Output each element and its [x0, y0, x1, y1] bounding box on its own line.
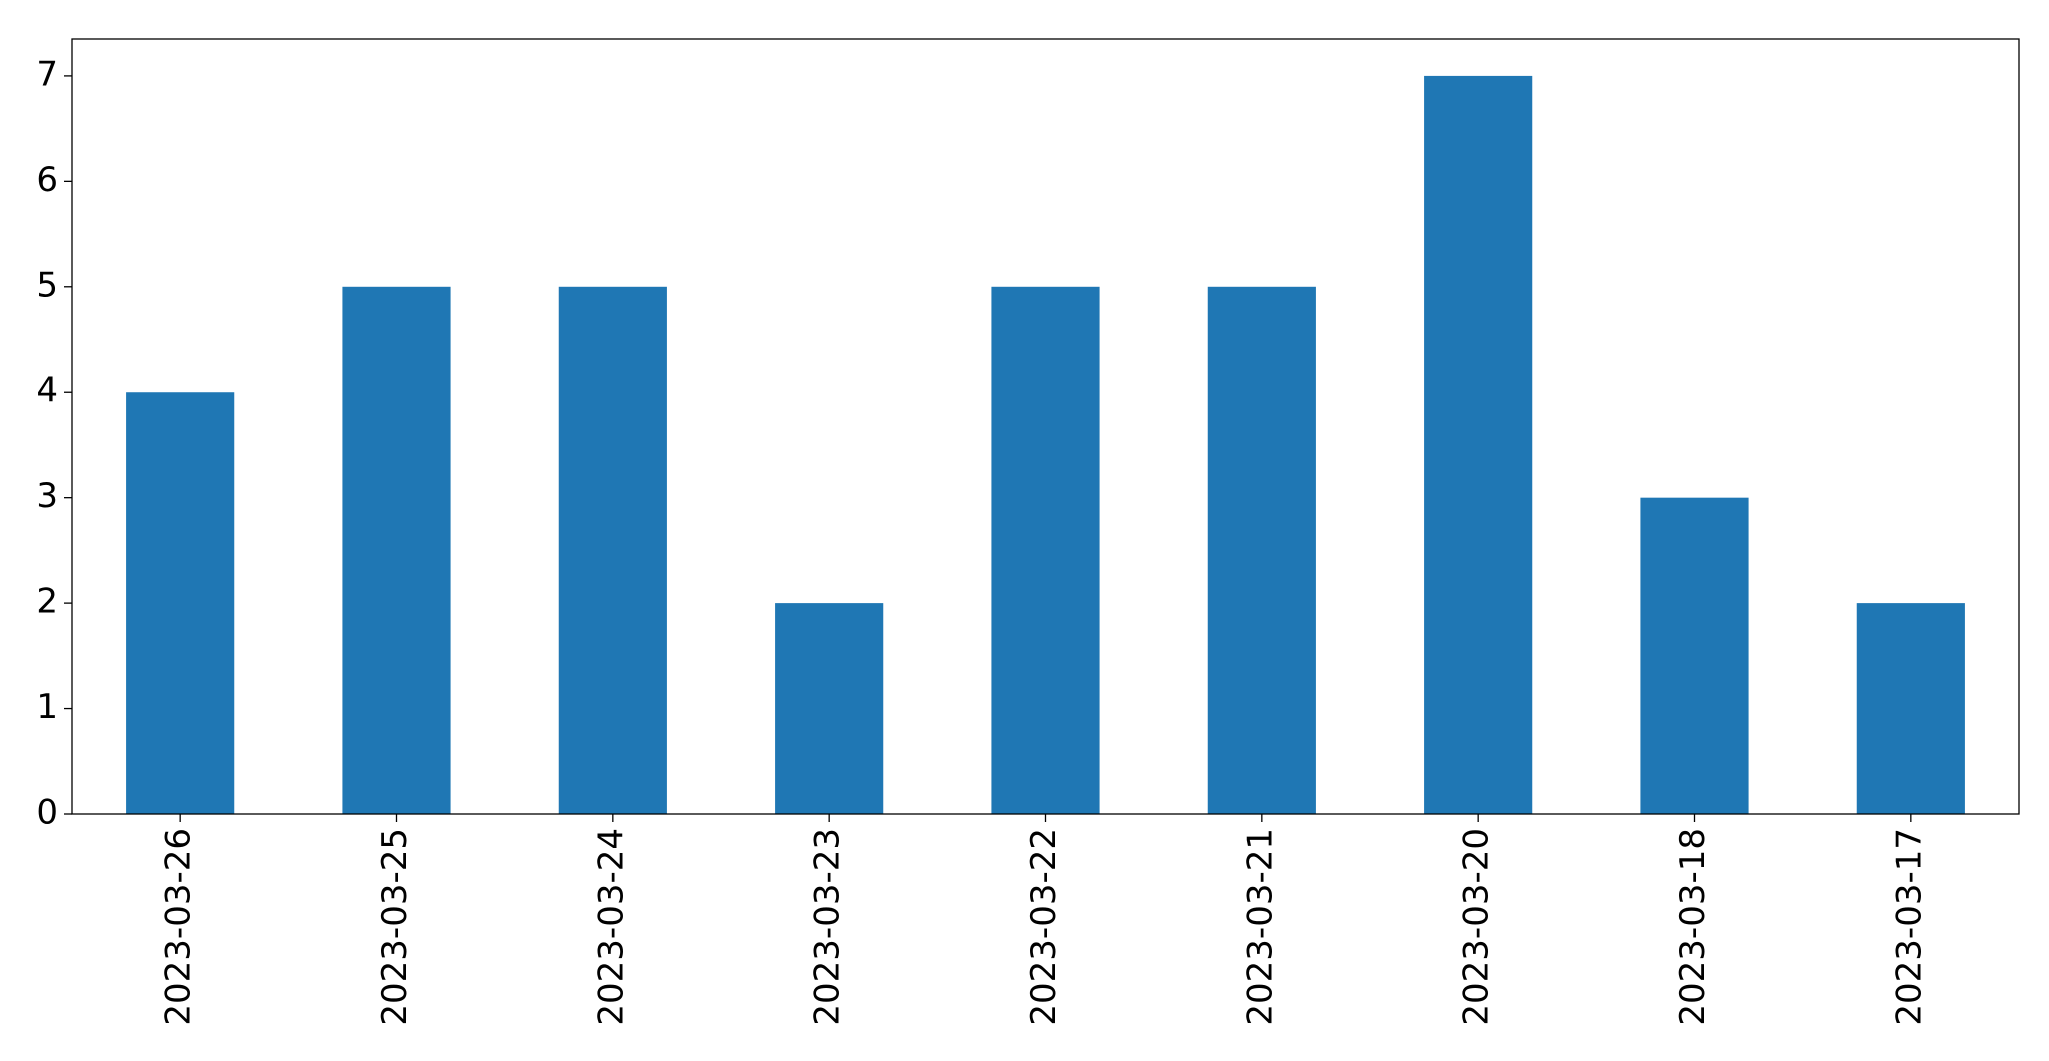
bar — [1640, 497, 1749, 814]
x-tick-label: 2023-03-24 — [591, 828, 631, 1026]
y-tick-label: 2 — [36, 582, 58, 622]
y-tick-label: 7 — [36, 54, 58, 94]
plot-frame — [71, 38, 2020, 815]
y-tick-label: 5 — [36, 265, 58, 305]
y-tick-label: 1 — [36, 687, 58, 727]
x-tick-label: 2023-03-22 — [1024, 828, 1064, 1026]
y-tick-label: 6 — [36, 160, 58, 200]
x-tick-label: 2023-03-25 — [375, 828, 415, 1026]
bar — [991, 286, 1100, 814]
x-tick-label: 2023-03-17 — [1889, 828, 1929, 1026]
x-tick-label: 2023-03-26 — [159, 828, 199, 1026]
y-tick-label: 3 — [36, 476, 58, 516]
bar — [342, 286, 451, 814]
y-tick-label: 0 — [36, 793, 58, 833]
x-tick-label: 2023-03-21 — [1240, 828, 1280, 1026]
bar — [126, 392, 235, 814]
bar — [1856, 603, 1965, 814]
bar — [1207, 286, 1316, 814]
y-tick-label: 4 — [36, 371, 58, 411]
x-tick-label: 2023-03-20 — [1457, 828, 1497, 1026]
bar — [775, 603, 884, 814]
bar — [558, 286, 667, 814]
x-tick-label: 2023-03-18 — [1673, 828, 1713, 1026]
bar — [1424, 75, 1533, 814]
x-tick-label: 2023-03-23 — [808, 828, 848, 1026]
